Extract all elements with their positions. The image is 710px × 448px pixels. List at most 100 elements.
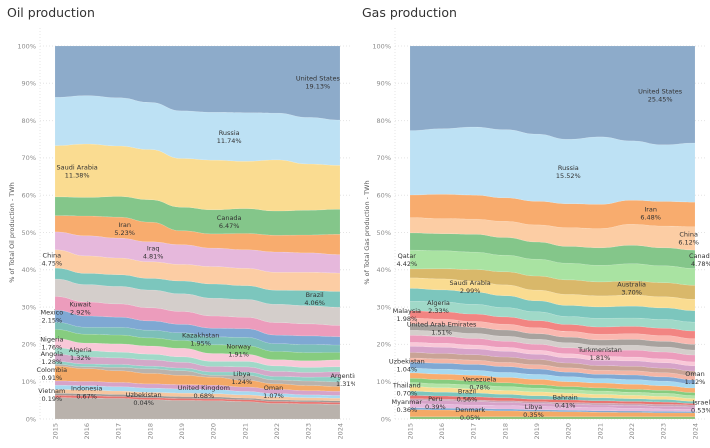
label-country: Uzbekistan bbox=[126, 391, 162, 399]
label-country: Nigeria bbox=[40, 336, 63, 344]
label-share: 1.98% bbox=[397, 315, 418, 323]
label-share: 1.51% bbox=[431, 329, 452, 337]
label-country: United Arab Emirates bbox=[407, 321, 477, 329]
label-share: 0.19% bbox=[42, 395, 63, 403]
label-country: Bahrain bbox=[553, 394, 578, 402]
label-country: Turkmenistan bbox=[577, 346, 622, 354]
label-country: Libya bbox=[525, 403, 542, 411]
gas-y-tick-label: 80% bbox=[377, 117, 391, 125]
area-other-small-producers[interactable] bbox=[409, 416, 696, 420]
label-share: 4.75% bbox=[42, 259, 63, 267]
label-country: Argentina bbox=[330, 372, 355, 380]
label-country: Angola bbox=[41, 350, 63, 358]
gas-production-panel: Gas production 0% 10% 20% 30% 40% 50% 60% 70% 80… bbox=[355, 0, 710, 448]
gas-x-tick-label: 2023 bbox=[660, 423, 668, 440]
label-country: Algeria bbox=[69, 346, 92, 354]
gas-x-tick-label: 2022 bbox=[628, 423, 636, 440]
oil-x-tick-label: 2023 bbox=[305, 423, 313, 440]
label-country: United States bbox=[296, 75, 341, 83]
area-united-states[interactable] bbox=[54, 45, 341, 121]
label-country: Libya bbox=[233, 370, 250, 378]
label-share: 1.31% bbox=[336, 380, 355, 388]
gas-x-tick-label: 2020 bbox=[565, 423, 573, 440]
label-share: 6.47% bbox=[219, 222, 240, 230]
gas-x-tick-label: 2016 bbox=[438, 423, 446, 440]
oil-y-tick-label: 70% bbox=[22, 154, 36, 162]
label-share: 1.76% bbox=[42, 344, 63, 352]
area-canada[interactable] bbox=[54, 196, 341, 236]
label-share: 3.70% bbox=[621, 288, 642, 296]
oil-y-tick-label: 100% bbox=[17, 42, 36, 50]
label-country: Russia bbox=[558, 164, 579, 172]
oil-x-tick-label: 2016 bbox=[83, 423, 91, 440]
label-country: Colombia bbox=[37, 366, 68, 374]
label-country: Oman bbox=[685, 370, 705, 378]
oil-x-tick-label: 2020 bbox=[210, 423, 218, 440]
gas-y-tick-label: 60% bbox=[377, 192, 391, 200]
gas-x-tick-label: 2015 bbox=[406, 423, 414, 440]
label-share: 0.78% bbox=[469, 384, 490, 392]
area-russia[interactable] bbox=[54, 95, 341, 166]
label-share: 1.12% bbox=[685, 378, 706, 386]
label-country: Uzbekistan bbox=[389, 358, 425, 366]
label-share: 0.36% bbox=[397, 406, 418, 414]
oil-y-tick-label: 20% bbox=[22, 341, 36, 349]
label-country: Peru bbox=[428, 395, 442, 403]
gas-chart-title: Gas production bbox=[362, 5, 457, 20]
label-share: 1.04% bbox=[397, 366, 418, 374]
oil-y-tick-label: 60% bbox=[22, 192, 36, 200]
oil-y-tick-label: 10% bbox=[22, 378, 36, 386]
gas-y-tick-label: 100% bbox=[372, 42, 391, 50]
oil-y-axis-title: % of Total Oil production - TWh bbox=[8, 182, 16, 283]
label-share: 1.91% bbox=[228, 350, 249, 358]
oil-chart-title: Oil production bbox=[7, 5, 95, 20]
label-country: Algeria bbox=[427, 299, 450, 307]
area-kuwait[interactable] bbox=[54, 296, 341, 337]
area-united-states[interactable] bbox=[409, 45, 696, 146]
oil-x-tick-label: 2022 bbox=[273, 423, 281, 440]
area-saudi-arabia[interactable] bbox=[54, 143, 341, 212]
label-share: 1.32% bbox=[70, 354, 91, 362]
area-australia[interactable] bbox=[409, 268, 696, 300]
label-share: 25.45% bbox=[648, 96, 673, 104]
label-country: China bbox=[43, 251, 62, 259]
oil-y-tick-label: 90% bbox=[22, 80, 36, 88]
label-country: Saudi Arabia bbox=[57, 163, 98, 171]
label-country: Iraq bbox=[147, 245, 160, 253]
label-share: 11.74% bbox=[217, 137, 242, 145]
label-country: Saudi Arabia bbox=[450, 279, 491, 287]
oil-y-tick-label: 40% bbox=[22, 266, 36, 274]
label-share: 1.81% bbox=[590, 354, 611, 362]
oil-production-panel: Oil production 0% 10% 20% 30% 40% 50% 60% 70% 80… bbox=[7, 5, 355, 440]
label-country: Oman bbox=[264, 384, 284, 392]
label-share: 0.41% bbox=[555, 402, 576, 410]
label-country: Myanmar bbox=[392, 398, 423, 406]
oil-x-tick-label: 2018 bbox=[146, 423, 154, 440]
oil-x-tick-label: 2019 bbox=[178, 423, 186, 440]
label-share: 0.67% bbox=[76, 392, 97, 400]
gas-y-tick-label: 20% bbox=[377, 341, 391, 349]
